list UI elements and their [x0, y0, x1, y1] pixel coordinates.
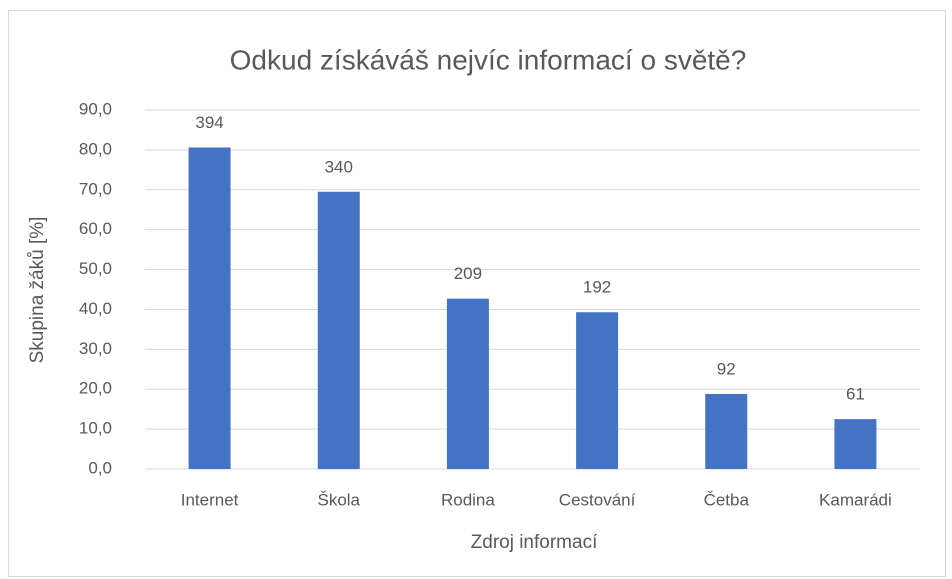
x-tick-label: Cestování	[559, 490, 636, 509]
y-axis-title: Skupina žáků [%]	[27, 217, 48, 364]
x-tick-label: Četba	[704, 490, 750, 509]
y-tick-label: 20,0	[79, 379, 112, 398]
y-tick-label: 70,0	[79, 179, 112, 198]
chart-border	[8, 10, 946, 577]
x-tick-label: Kamarádi	[819, 490, 892, 509]
data-label: 61	[846, 385, 865, 404]
y-tick-label: 60,0	[79, 219, 112, 238]
x-axis-title: Zdroj informací	[471, 532, 598, 553]
x-tick-label: Internet	[181, 490, 239, 509]
data-label: 209	[454, 264, 482, 283]
x-tick-label: Škola	[317, 490, 360, 509]
bar	[576, 312, 619, 469]
y-tick-label: 90,0	[79, 99, 112, 118]
y-tick-label: 0,0	[88, 458, 112, 477]
data-label: 340	[325, 157, 353, 176]
y-tick-label: 10,0	[79, 419, 112, 438]
y-tick-label: 30,0	[79, 339, 112, 358]
chart-title: Odkud získáváš nejvíc informací o světě?	[230, 44, 747, 75]
data-label: 394	[195, 113, 223, 132]
x-tick-label: Rodina	[441, 490, 495, 509]
bar	[705, 394, 748, 469]
y-tick-label: 40,0	[79, 299, 112, 318]
data-label: 192	[583, 278, 611, 297]
bar	[188, 147, 231, 470]
data-label: 92	[717, 359, 736, 378]
y-tick-label: 50,0	[79, 259, 112, 278]
bar	[317, 191, 360, 469]
bar	[446, 298, 489, 469]
y-tick-label: 80,0	[79, 139, 112, 158]
bar	[834, 419, 877, 469]
